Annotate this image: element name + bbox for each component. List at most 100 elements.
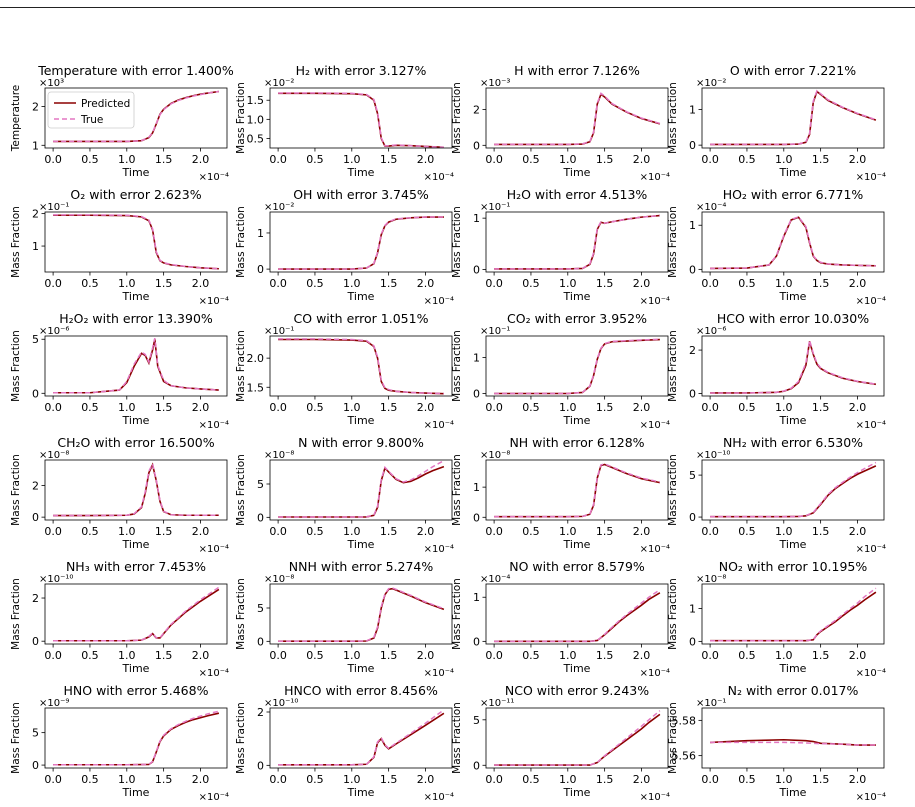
y-tick-label: 5: [473, 714, 480, 727]
subplot-title: NH₂ with error 6.530%: [723, 435, 863, 450]
y-axis-label: Mass Fraction: [235, 82, 247, 154]
true-series-line: [710, 215, 876, 270]
y-tick-label: 2: [32, 592, 39, 605]
x-tick-label: 0.5: [306, 649, 324, 662]
x-tick-label: 2.0: [192, 153, 210, 166]
y-tick-label: 2: [473, 103, 480, 116]
y-axis-multiplier: ×10⁻¹: [264, 326, 294, 337]
true-series-line: [710, 461, 877, 518]
x-tick-label: 0.0: [44, 401, 62, 414]
true-series-line: [710, 587, 877, 642]
subplot-title: HNCO with error 8.456%: [284, 683, 438, 698]
y-tick-label: 1: [257, 227, 264, 240]
x-tick-label: 0.5: [522, 153, 540, 166]
true-series-line: [53, 586, 220, 642]
predicted-series-line: [494, 338, 660, 395]
x-axis-multiplier: ×10⁻⁴: [199, 544, 229, 555]
true-series-line: [494, 710, 661, 766]
y-tick-label: 0: [689, 635, 696, 648]
x-tick-label: 1.0: [118, 525, 136, 538]
predicted-series-line: [278, 338, 444, 395]
x-tick-label: 0.0: [44, 649, 62, 662]
axes-frame: [269, 335, 453, 397]
x-axis-multiplier: ×10⁻⁴: [424, 172, 454, 183]
axes-frame: [485, 583, 669, 645]
x-axis-label: Time: [563, 538, 591, 551]
x-tick-label: 1.0: [343, 277, 361, 290]
y-axis-label: Mass Fraction: [451, 454, 463, 526]
subplot-title: H₂O with error 4.513%: [507, 187, 648, 202]
x-tick-label: 0.0: [44, 153, 62, 166]
y-axis-label: Mass Fraction: [451, 702, 463, 774]
subplot-title: O₂ with error 2.623%: [70, 187, 201, 202]
y-axis-label: Mass Fraction: [235, 578, 247, 650]
x-axis-label: Time: [779, 414, 807, 427]
y-tick-label: 1.0: [247, 113, 265, 126]
x-tick-label: 1.5: [380, 525, 398, 538]
axes-frame: [44, 87, 228, 149]
y-axis-label: Mass Fraction: [235, 454, 247, 526]
y-axis-multiplier: ×10⁻¹: [696, 698, 726, 709]
y-axis-label: Mass Fraction: [451, 330, 463, 402]
y-tick-label: 0: [32, 759, 39, 772]
x-tick-label: 1.0: [118, 153, 136, 166]
y-axis-multiplier: ×10⁻⁹: [39, 698, 69, 709]
subplot-title: N₂ with error 0.017%: [728, 683, 859, 698]
x-tick-label: 1.5: [812, 525, 830, 538]
y-tick-label: 0: [689, 139, 696, 152]
subplot: 0.0 0.5 1.0 1.5 2.0 0 2 CH₂O with error 16.500%…: [10, 435, 229, 555]
axes-frame: [269, 459, 453, 521]
x-tick-label: 0.5: [738, 649, 756, 662]
subplot-title: NO with error 8.579%: [509, 559, 645, 574]
subplot-title: HNO with error 5.468%: [64, 683, 209, 698]
true-series-line: [494, 589, 661, 643]
x-tick-label: 2.0: [633, 153, 651, 166]
predicted-series-line: [53, 712, 220, 766]
x-tick-label: 1.5: [380, 773, 398, 786]
y-tick-label: 0: [473, 387, 480, 400]
x-tick-label: 2.0: [633, 277, 651, 290]
x-tick-label: 1.5: [596, 525, 614, 538]
x-axis-multiplier: ×10⁻⁴: [640, 420, 670, 431]
x-tick-label: 1.5: [596, 773, 614, 786]
y-axis-multiplier: ×10⁻⁸: [480, 450, 510, 461]
x-tick-label: 0.0: [485, 277, 503, 290]
axes-frame: [44, 211, 228, 273]
y-axis-label: Mass Fraction: [451, 578, 463, 650]
x-tick-label: 0.0: [269, 649, 287, 662]
x-tick-label: 0.0: [485, 525, 503, 538]
true-series-line: [710, 340, 877, 394]
x-tick-label: 2.0: [192, 401, 210, 414]
x-tick-label: 2.0: [849, 773, 867, 786]
predicted-series-line: [53, 339, 219, 394]
subplot-title: H₂ with error 3.127%: [296, 63, 427, 78]
y-tick-label: 2: [32, 101, 39, 114]
subplot-title: NH with error 6.128%: [509, 435, 644, 450]
x-tick-label: 0.0: [485, 649, 503, 662]
y-tick-label: 2: [32, 208, 39, 221]
x-axis-multiplier: ×10⁻⁴: [856, 668, 886, 679]
y-tick-label: 5.56: [672, 750, 697, 763]
subplot: 0.0 0.5 1.0 1.5 2.0 0 1 O with error 7.221% ×10⁻…: [667, 63, 886, 183]
x-axis-multiplier: ×10⁻⁴: [640, 296, 670, 307]
x-tick-label: 0.5: [306, 153, 324, 166]
x-tick-label: 0.5: [306, 525, 324, 538]
x-tick-label: 1.5: [155, 401, 173, 414]
y-axis-multiplier: ×10⁻²: [264, 78, 294, 89]
y-axis-multiplier: ×10⁻⁸: [696, 574, 726, 585]
axes-frame: [44, 459, 228, 521]
x-axis-label: Time: [779, 538, 807, 551]
x-tick-label: 0.5: [81, 401, 99, 414]
x-axis-label: Time: [122, 662, 150, 675]
x-tick-label: 2.0: [633, 401, 651, 414]
y-tick-label: 0: [32, 635, 39, 648]
x-tick-label: 1.5: [596, 401, 614, 414]
y-axis-multiplier: ×10⁻⁴: [480, 574, 510, 585]
true-series-line: [494, 214, 660, 270]
y-axis-multiplier: ×10⁻¹: [39, 202, 69, 213]
legend: Predicted True: [47, 91, 135, 129]
axes-frame: [44, 583, 228, 645]
x-axis-multiplier: ×10⁻⁴: [424, 296, 454, 307]
subplot-title: N with error 9.800%: [298, 435, 424, 450]
